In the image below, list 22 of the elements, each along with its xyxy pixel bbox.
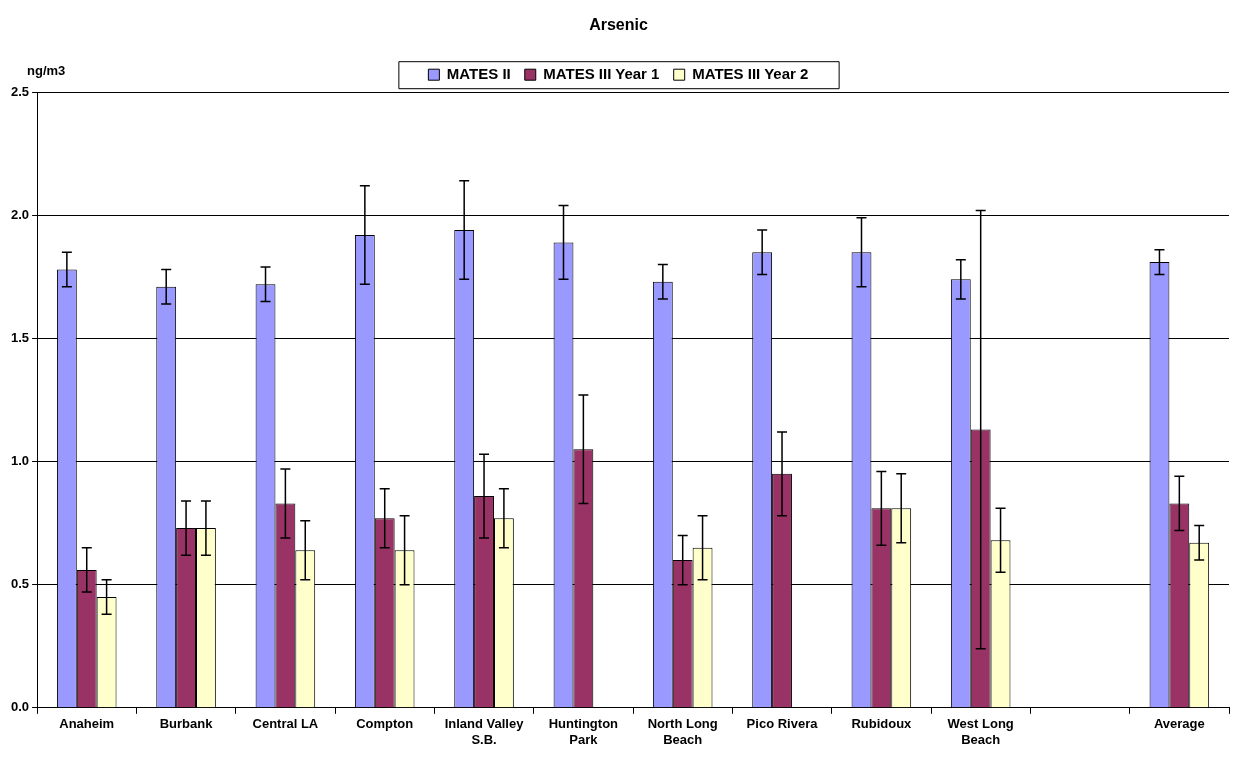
x-tick-label: Inland Valley S.B. [444, 716, 525, 747]
x-tick-label: Burbank [159, 716, 214, 732]
legend-label: MATES III Year 2 [692, 64, 809, 82]
x-tick-label: Rubidoux [851, 716, 913, 732]
y-tick-label: 2.0 [10, 206, 30, 222]
chart-title: Arsenic [589, 16, 648, 34]
y-tick-label: 1.0 [10, 453, 30, 469]
y-tick-label: 1.5 [10, 330, 30, 346]
x-tick-label: Pico Rivera [746, 716, 819, 732]
x-tick-label: Central LA [252, 716, 319, 732]
x-tick-label: Average [1153, 716, 1205, 732]
y-tick-label: 2.5 [10, 83, 30, 99]
x-tick-label: Compton [356, 716, 414, 732]
x-tick-label: West Long Beach [947, 716, 1014, 747]
legend-label: MATES III Year 1 [543, 64, 660, 82]
y-axis-title: ng/m3 [27, 63, 66, 79]
x-tick-label: Anaheim [59, 716, 115, 732]
x-tick-label: North Long Beach [647, 716, 718, 747]
y-tick-label: 0.5 [10, 576, 30, 592]
legend-label: MATES II [446, 64, 511, 82]
x-tick-label: Huntington Park [548, 716, 619, 747]
y-tick-label: 0.0 [10, 699, 30, 715]
